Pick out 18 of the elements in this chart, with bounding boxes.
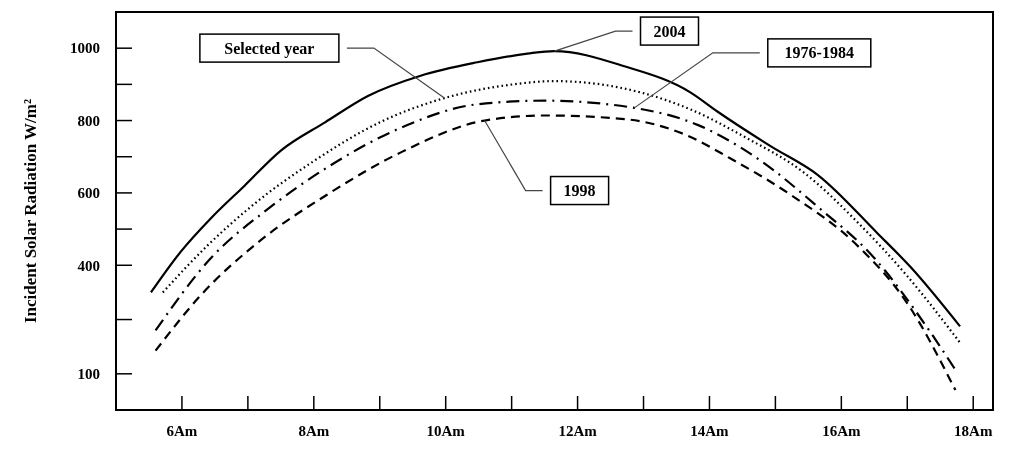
y-tick-label: 600 xyxy=(77,185,100,202)
x-tick-label: 12Am xyxy=(558,423,598,439)
x-tick-label: 10Am xyxy=(426,423,466,439)
x-tick-label: 6Am xyxy=(166,423,198,439)
x-tick-label: 8Am xyxy=(298,423,330,439)
x-tick-label: 14Am xyxy=(690,423,730,439)
text: 2004 xyxy=(653,22,686,40)
y-axis-title: Incident Solar Radiation W/m² xyxy=(21,98,40,324)
text: 1998 xyxy=(563,182,596,200)
x-tick-label: 16Am xyxy=(822,423,862,439)
y-tick-label: 100 xyxy=(77,366,100,383)
text: Selected year xyxy=(224,39,315,58)
x-tick-label: 18Am xyxy=(954,423,993,439)
text: 1976-1984 xyxy=(784,44,854,62)
y-tick-label: 1000 xyxy=(70,40,100,57)
y-tick-label: 800 xyxy=(77,112,100,129)
line-series xyxy=(161,80,962,344)
y-tick-label: 400 xyxy=(77,257,100,274)
